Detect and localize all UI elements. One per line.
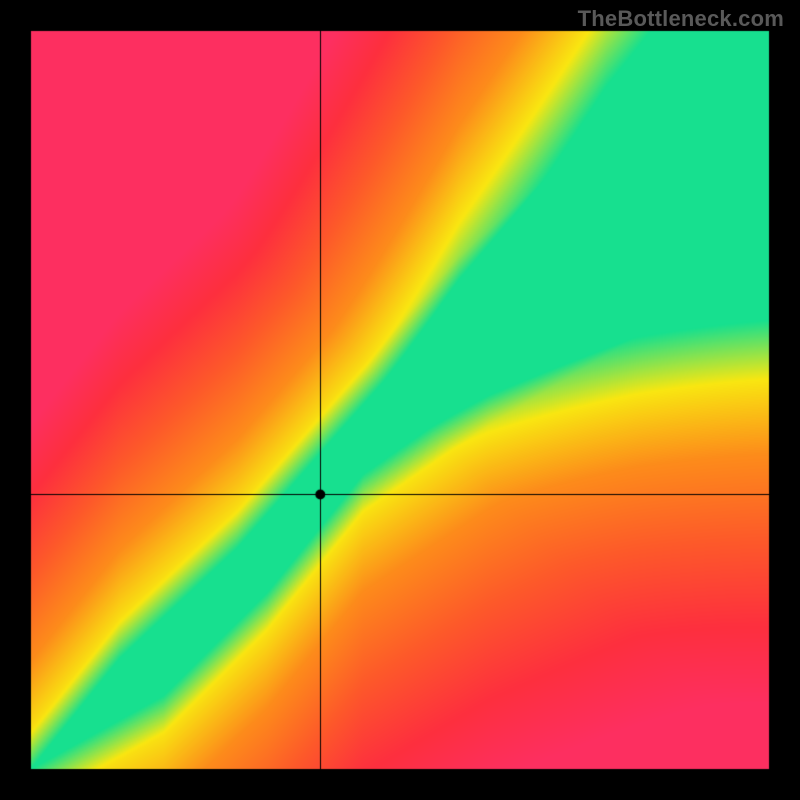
- watermark-text: TheBottleneck.com: [578, 6, 784, 32]
- bottleneck-heatmap: [0, 0, 800, 800]
